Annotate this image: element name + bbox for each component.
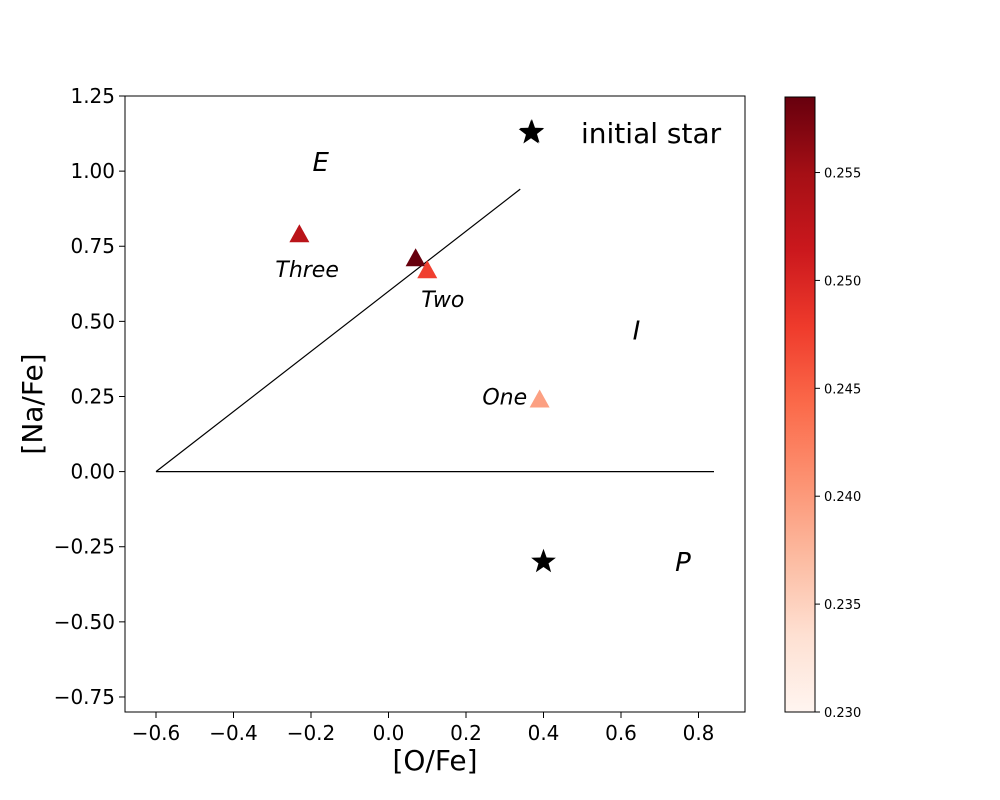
x-tick-label: 0.8 — [683, 721, 715, 745]
colorbar: 0.230 0.235 0.240 0.245 0.250 0.255 — [784, 96, 861, 721]
plot-frame — [124, 95, 746, 713]
text-layer: E I P Three Two One initial star — [275, 117, 721, 578]
y-tick-label: 0.25 — [70, 384, 115, 408]
y-tick-label: −0.50 — [54, 610, 115, 634]
x-tick-label: 0.4 — [528, 721, 560, 745]
point-label: One — [482, 385, 527, 410]
initial-star-marker — [531, 548, 556, 573]
colorbar-tick-label: 0.230 — [824, 706, 861, 721]
x-tick-label: −0.2 — [287, 721, 336, 745]
x-tick-label: 0.6 — [605, 721, 637, 745]
y-tick-label: 1.25 — [70, 84, 115, 108]
region-label: E — [312, 148, 329, 178]
triangle-marker — [289, 224, 310, 243]
region-label: I — [633, 316, 641, 346]
x-tick-label: 0.0 — [373, 721, 405, 745]
triangle-marker — [405, 248, 426, 267]
colorbar-tick-label: 0.250 — [824, 274, 861, 289]
y-axis-title: [Na/Fe] — [16, 353, 49, 454]
region-boundary-line — [155, 188, 521, 473]
region-label: P — [675, 548, 691, 578]
y-tick-label: 0.50 — [70, 309, 115, 333]
y-tick-label: 0.75 — [70, 234, 115, 258]
legend-star-icon — [518, 120, 544, 144]
y-tick-label: −0.75 — [54, 685, 115, 709]
x-tick-label: −0.6 — [132, 721, 181, 745]
x-tick-label: −0.4 — [209, 721, 258, 745]
y-tick-label: 0.00 — [70, 460, 115, 484]
colorbar-tick-label: 0.255 — [824, 167, 861, 182]
x-axis-title: [O/Fe] — [392, 744, 477, 777]
colorbar-gradient — [784, 96, 816, 713]
marks-layer — [155, 119, 714, 573]
y-tick-label: 1.00 — [70, 159, 115, 183]
triangle-marker — [417, 260, 438, 279]
colorbar-tick-label: 0.245 — [824, 382, 861, 397]
point-label: Two — [421, 288, 464, 313]
x-tick-label: 0.2 — [450, 721, 482, 745]
colorbar-tick-label: 0.240 — [824, 490, 861, 505]
point-label: Three — [275, 258, 339, 283]
triangle-marker — [529, 389, 550, 408]
y-tick-label: −0.25 — [54, 535, 115, 559]
axes-layer: −0.6 −0.4 −0.2 0.0 0.2 0.4 0.6 0.8 −0.75 −0.50 −0.… — [16, 84, 746, 777]
colorbar-tick-label: 0.235 — [824, 598, 861, 613]
legend-label: initial star — [581, 117, 722, 150]
